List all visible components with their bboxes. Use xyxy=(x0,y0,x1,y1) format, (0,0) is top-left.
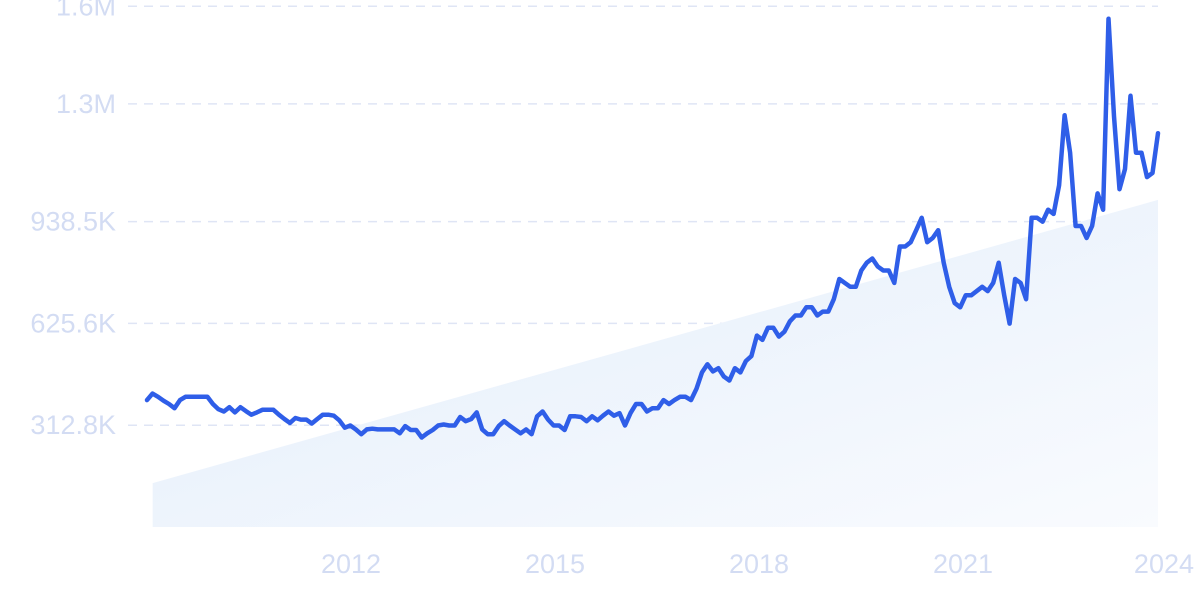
x-tick-label: 2024 xyxy=(1134,549,1194,579)
x-axis: 2012 2015 2018 2021 2024 xyxy=(321,549,1194,579)
y-tick-label: 625.6K xyxy=(30,308,116,338)
y-tick-label: 312.8K xyxy=(30,410,116,440)
trend-area xyxy=(152,199,1158,528)
x-tick-label: 2015 xyxy=(525,549,585,579)
x-tick-label: 2012 xyxy=(321,549,381,579)
series-line xyxy=(144,16,1161,440)
y-tick-label: 1.3M xyxy=(56,89,116,119)
y-tick-label: 938.5K xyxy=(30,207,116,237)
y-axis: 312.8K 625.6K 938.5K 1.3M 1.6M xyxy=(30,0,116,440)
y-tick-label: 1.6M xyxy=(56,0,116,21)
x-tick-label: 2021 xyxy=(933,549,993,579)
x-tick-label: 2018 xyxy=(729,549,789,579)
series xyxy=(144,16,1161,440)
trend-area-fill xyxy=(152,199,1158,528)
